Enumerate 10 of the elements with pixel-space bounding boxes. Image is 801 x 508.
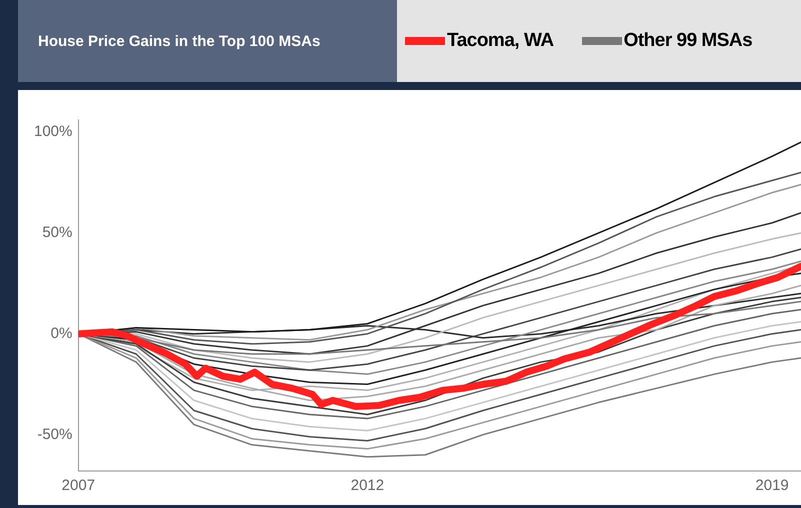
legend-label: Other 99 MSAs bbox=[624, 30, 752, 52]
y-tick-label: 100% bbox=[34, 123, 72, 140]
x-tick-label: 2007 bbox=[62, 477, 96, 494]
legend-label: Tacoma, WA bbox=[447, 30, 554, 52]
y-tick-label: 50% bbox=[42, 224, 72, 242]
y-tick-label: 0% bbox=[50, 324, 72, 342]
y-tick-label: -50% bbox=[37, 426, 72, 443]
x-tick-label: 2019 bbox=[755, 477, 789, 494]
x-tick-label: 2012 bbox=[350, 477, 384, 494]
chart-title: House Price Gains in the Top 100 MSAs bbox=[18, 0, 397, 82]
